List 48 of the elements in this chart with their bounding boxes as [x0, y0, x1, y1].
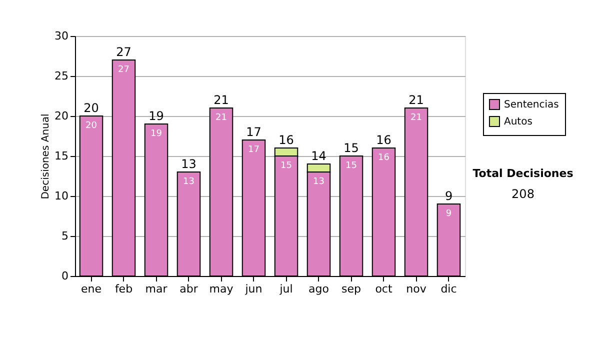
y-tick-label: 10	[54, 190, 68, 202]
data-label: 16	[378, 153, 390, 163]
x-tick-label: nov	[406, 282, 427, 296]
text: Total Decisiones	[472, 167, 574, 180]
data-label: 21	[216, 113, 227, 123]
text: 208	[512, 187, 534, 201]
y-tick-label: 0	[62, 270, 68, 282]
total-label: 15	[344, 141, 359, 155]
x-tick-label: abr	[180, 282, 198, 296]
x-tick-label: may	[209, 282, 234, 296]
x-tick-label: mar	[145, 282, 168, 296]
x-tick-label: feb	[114, 282, 133, 296]
data-label: 15	[280, 161, 292, 171]
data-label: 13	[313, 177, 324, 187]
y-tick-label: 30	[54, 30, 68, 42]
total-label: 14	[311, 149, 326, 163]
total-label: 21	[214, 93, 229, 107]
data-label: 27	[118, 65, 130, 75]
total-label: 19	[148, 109, 164, 123]
total-label: 16	[376, 133, 392, 147]
total-label: 9	[444, 189, 453, 203]
data-label: 13	[183, 177, 194, 187]
data-label: 17	[248, 145, 260, 155]
x-tick-label: ago	[308, 282, 330, 296]
x-tick-label: jun	[244, 282, 262, 296]
y-tick-label: 25	[54, 70, 68, 82]
y-tick-label: 5	[62, 230, 68, 242]
legend-label: Autos	[504, 116, 532, 128]
data-label: 21	[410, 113, 422, 123]
total-label: 20	[84, 101, 99, 115]
total-label: 17	[246, 125, 262, 139]
x-tick-label: jul	[278, 282, 293, 296]
data-label: 15	[346, 161, 357, 171]
total-label: 27	[116, 45, 132, 59]
total-label: 13	[181, 157, 196, 171]
x-tick-label: ene	[80, 282, 102, 296]
y-tick-label: 20	[54, 110, 68, 122]
data-label: 9	[446, 209, 452, 219]
y-tick-label: 15	[54, 150, 68, 162]
data-label: 20	[86, 121, 98, 131]
total-label: 21	[408, 93, 424, 107]
total-label: 16	[278, 133, 294, 147]
data-label: 19	[150, 129, 162, 139]
x-tick-label: oct	[375, 282, 393, 296]
x-tick-label: sep	[342, 282, 362, 296]
x-tick-label: dic	[440, 282, 457, 296]
y-axis-title: Decisiones Anual	[40, 114, 52, 200]
legend-label: Sentencias	[504, 100, 559, 110]
